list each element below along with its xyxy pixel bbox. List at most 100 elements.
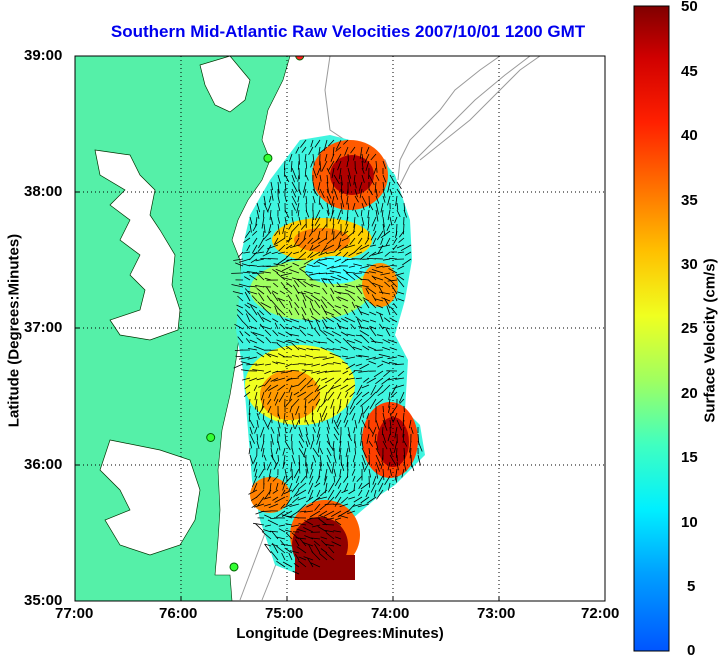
velocity-arrow [298,251,307,259]
x-tick-label: 74:00 [371,605,410,622]
velocity-arrow [312,433,315,442]
velocity-arrow [341,489,349,494]
velocity-arrow [290,370,300,372]
velocity-arrow [297,496,307,501]
velocity-arrow [275,447,279,455]
velocity-arrow [255,489,265,498]
velocity-arrow [272,318,279,323]
velocity-arrow [307,251,314,258]
velocity-arrow [319,412,323,423]
station-marker [295,56,305,61]
velocity-arrow [384,276,391,281]
velocity-arrow [396,244,405,249]
velocity-arrow [283,503,293,509]
velocity-arrow [362,345,370,351]
velocity-arrow [335,536,342,540]
velocity-arrow [337,296,349,302]
velocity-arrow [394,216,398,224]
velocity-arrow [298,440,304,449]
velocity-arrow [345,356,356,360]
velocity-arrow [346,341,356,351]
velocity-arrow [393,293,398,302]
velocity-arrow [361,461,365,470]
velocity-arrow [298,454,301,466]
velocity-arrow [282,447,286,456]
velocity-arrow [364,237,370,245]
velocity-arrow [301,306,307,316]
velocity-arrow [237,251,244,258]
velocity-arrow [298,216,302,226]
velocity-arrow [303,280,314,288]
velocity-arrow [285,237,293,243]
velocity-arrow [353,426,356,434]
x-tick-label: 72:00 [581,605,620,622]
velocity-arrow [387,433,391,442]
velocity-arrow [335,517,342,521]
velocity-arrow [388,361,398,365]
velocity-arrow [331,541,342,547]
velocity-arrow [288,384,293,393]
velocity-arrow [333,475,336,483]
velocity-arrow [339,398,342,409]
velocity-arrow [276,560,286,568]
velocity-arrow [382,405,384,413]
colorbar-tick-label: 30 [681,256,698,273]
velocity-arrow [289,153,293,162]
velocity-arrow [343,475,349,483]
velocity-arrow [359,363,370,370]
velocity-arrow [337,419,342,428]
velocity-arrow [285,523,293,526]
velocity-arrow [402,419,405,427]
velocity-arrow [281,489,286,497]
velocity-arrow [321,377,328,381]
velocity-arrow [344,289,356,295]
velocity-arrow [341,237,349,242]
velocity-arrow [368,447,371,455]
velocity-arrow [269,530,279,533]
velocity-arrow [355,363,363,367]
velocity-arrow [264,543,272,547]
velocity-arrow [355,316,363,323]
velocity-arrow [313,356,321,359]
velocity-arrow [310,294,321,302]
velocity-arrow [271,543,279,547]
velocity-arrow [363,377,370,383]
velocity-arrow [277,426,281,437]
velocity-arrow [256,405,258,413]
velocity-arrow [305,440,309,448]
velocity-arrow [304,535,314,540]
velocity-arrow [262,251,272,257]
velocity-arrow [278,528,286,533]
velocity-arrow [356,384,363,396]
velocity-arrow [347,293,356,302]
velocity-arrow [382,384,391,393]
velocity-arrow [292,496,300,504]
velocity-arrow [389,419,392,429]
velocity-arrow [334,258,342,263]
velocity-arrow [325,552,335,561]
velocity-arrow [260,391,265,401]
velocity-arrow [331,202,335,215]
velocity-arrow [321,363,328,367]
velocity-arrow [249,339,258,344]
velocity-arrow [267,419,272,428]
velocity-arrow [395,377,405,380]
velocity-arrow [289,426,293,433]
velocity-arrow [309,251,321,258]
velocity-arrow [380,237,384,245]
velocity-arrow [395,230,398,238]
velocity-arrow [289,503,300,507]
velocity-arrow [280,543,293,547]
velocity-arrow [249,285,258,288]
velocity-arrow [298,433,305,443]
velocity-arrow [361,202,365,211]
velocity-arrow [387,461,391,471]
velocity-arrow [358,482,363,489]
velocity-arrow [253,454,258,464]
velocity-arrow [275,361,286,365]
station-marker [206,433,216,442]
y-tick-label: 38:00 [24,183,63,200]
velocity-arrow [348,251,356,257]
velocity-arrow [263,202,269,213]
velocity-arrow [297,160,300,170]
